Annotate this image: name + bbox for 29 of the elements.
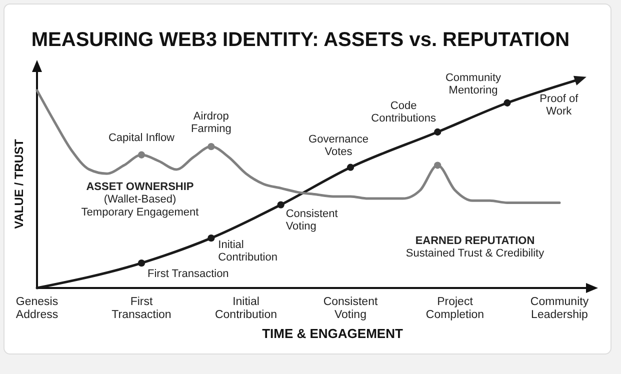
annotation: ASSET OWNERSHIP (Wallet-Based) Temporary Engagement [81,181,199,218]
point [277,201,284,208]
point [504,99,511,106]
point [208,234,215,242]
annotation: Capital Inflow [108,132,175,144]
x-tick-label: Community Leadership [530,296,589,322]
point [434,128,442,136]
point [208,143,215,150]
point [346,164,354,171]
annotation: Consistent Voting [286,208,338,232]
x-axis-title: TIME & ENGAGEMENT [262,326,403,341]
annotation: Airdrop Farming [190,110,232,136]
point [138,259,146,267]
x-tick-label: Initial Contribution [214,296,278,322]
annotation: First Transaction [148,268,229,280]
annotation: Proof of Work [540,93,580,118]
chart-title: MEASURING WEB3 IDENTITY: ASSETS vs. REPUTATION [31,29,570,51]
x-tick-label: Consistent Voting [323,296,378,322]
annotation: Code Contributions [371,100,436,125]
point [434,162,442,169]
annotation: EARNED REPUTATION Sustained Trust & Credibility [406,235,545,260]
annotation: Governance Votes [308,133,368,158]
annotation: Community Mentoring [445,72,502,97]
x-tick-label: Project Completion [426,296,484,322]
x-tick-label: First Transaction [112,296,172,322]
x-tick-label: Genesis Address [16,296,58,322]
point [138,151,146,158]
annotation: Initial Contribution [218,239,278,264]
y-axis-title: VALUE / TRUST [12,138,26,229]
